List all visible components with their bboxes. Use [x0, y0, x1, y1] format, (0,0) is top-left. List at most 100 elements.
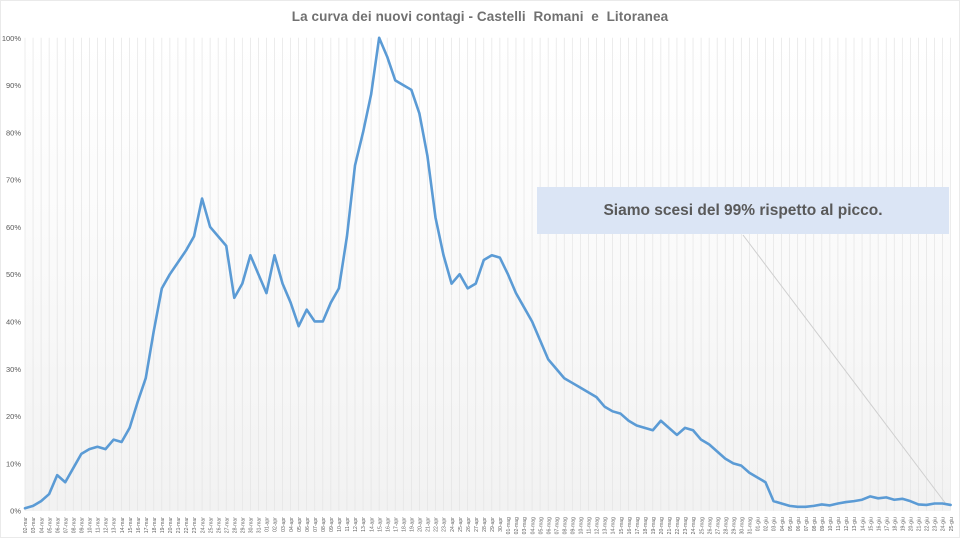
svg-text:70%: 70% — [6, 176, 21, 185]
svg-text:30-mar: 30-mar — [249, 517, 255, 533]
svg-text:09-giu: 09-giu — [820, 517, 826, 531]
svg-text:11-mag: 11-mag — [587, 517, 593, 534]
svg-text:20-mar: 20-mar — [168, 517, 174, 533]
svg-text:05-mar: 05-mar — [47, 517, 53, 533]
svg-text:25-mar: 25-mar — [208, 517, 214, 533]
svg-text:04-giu: 04-giu — [780, 517, 786, 531]
svg-text:02-apr: 02-apr — [273, 517, 279, 532]
svg-text:13-mar: 13-mar — [112, 517, 118, 533]
svg-text:24-giu: 24-giu — [941, 517, 947, 531]
svg-text:26-apr: 26-apr — [466, 517, 472, 532]
svg-text:27-mar: 27-mar — [224, 517, 230, 533]
svg-text:21-apr: 21-apr — [426, 517, 432, 532]
svg-text:30-apr: 30-apr — [498, 517, 504, 532]
svg-text:01-giu: 01-giu — [756, 517, 762, 531]
svg-text:30-mag: 30-mag — [740, 517, 746, 534]
svg-text:21-giu: 21-giu — [917, 517, 923, 531]
svg-text:23-mag: 23-mag — [683, 517, 689, 534]
svg-text:10-apr: 10-apr — [337, 517, 343, 532]
svg-text:07-mar: 07-mar — [63, 517, 69, 533]
svg-text:22-apr: 22-apr — [434, 517, 440, 532]
svg-text:19-apr: 19-apr — [410, 517, 416, 532]
svg-text:17-mar: 17-mar — [144, 517, 150, 533]
svg-text:90%: 90% — [6, 81, 21, 90]
svg-text:20-mag: 20-mag — [659, 517, 665, 534]
svg-text:11-apr: 11-apr — [345, 517, 351, 532]
svg-text:25-giu: 25-giu — [949, 517, 955, 531]
svg-text:10%: 10% — [6, 459, 21, 468]
svg-text:27-mag: 27-mag — [715, 517, 721, 534]
svg-text:26-mar: 26-mar — [216, 517, 222, 533]
svg-text:06-mag: 06-mag — [546, 517, 552, 534]
svg-text:29-mar: 29-mar — [241, 517, 247, 533]
svg-text:08-mag: 08-mag — [562, 517, 568, 534]
svg-text:29-mag: 29-mag — [731, 517, 737, 534]
svg-text:15-mag: 15-mag — [619, 517, 625, 534]
svg-text:07-apr: 07-apr — [313, 517, 319, 532]
svg-text:15-apr: 15-apr — [377, 517, 383, 532]
svg-text:03-mag: 03-mag — [522, 517, 528, 534]
svg-text:31-mar: 31-mar — [257, 517, 263, 533]
svg-text:23-mar: 23-mar — [192, 517, 198, 533]
svg-text:15-giu: 15-giu — [868, 517, 874, 531]
svg-text:28-mar: 28-mar — [232, 517, 238, 533]
svg-text:23-giu: 23-giu — [933, 517, 939, 531]
svg-text:18-mar: 18-mar — [152, 517, 158, 533]
svg-text:13-apr: 13-apr — [361, 517, 367, 532]
svg-text:16-apr: 16-apr — [385, 517, 391, 532]
svg-text:31-mag: 31-mag — [748, 517, 754, 534]
svg-text:18-apr: 18-apr — [401, 517, 407, 532]
svg-text:22-giu: 22-giu — [925, 517, 931, 531]
svg-text:13-mag: 13-mag — [603, 517, 609, 534]
svg-text:16-mag: 16-mag — [627, 517, 633, 534]
svg-text:100%: 100% — [2, 34, 22, 43]
svg-text:12-apr: 12-apr — [353, 517, 359, 532]
svg-text:21-mag: 21-mag — [667, 517, 673, 534]
svg-text:20%: 20% — [6, 412, 21, 421]
svg-text:01-mag: 01-mag — [506, 517, 512, 534]
svg-text:17-mag: 17-mag — [635, 517, 641, 534]
svg-text:40%: 40% — [6, 317, 21, 326]
svg-text:05-mag: 05-mag — [538, 517, 544, 534]
svg-text:60%: 60% — [6, 223, 21, 232]
svg-text:10-mag: 10-mag — [579, 517, 585, 534]
svg-text:04-mag: 04-mag — [530, 517, 536, 534]
svg-text:24-mar: 24-mar — [200, 517, 206, 533]
svg-text:12-mar: 12-mar — [104, 517, 110, 533]
svg-text:06-giu: 06-giu — [796, 517, 802, 531]
svg-text:25-apr: 25-apr — [458, 517, 464, 532]
svg-text:20-giu: 20-giu — [909, 517, 915, 531]
svg-text:28-apr: 28-apr — [482, 517, 488, 532]
svg-text:06-mar: 06-mar — [55, 517, 61, 533]
svg-text:07-giu: 07-giu — [804, 517, 810, 531]
svg-text:10-mar: 10-mar — [88, 517, 94, 533]
svg-text:11-mar: 11-mar — [96, 517, 102, 533]
svg-text:11-giu: 11-giu — [836, 517, 842, 531]
svg-text:02-giu: 02-giu — [764, 517, 770, 531]
svg-text:21-mar: 21-mar — [176, 517, 182, 533]
svg-text:27-apr: 27-apr — [474, 517, 480, 532]
svg-text:03-apr: 03-apr — [281, 517, 287, 532]
svg-text:25-mag: 25-mag — [699, 517, 705, 534]
svg-text:23-apr: 23-apr — [442, 517, 448, 532]
svg-text:16-giu: 16-giu — [876, 517, 882, 531]
svg-text:14-giu: 14-giu — [860, 517, 866, 531]
svg-text:01-apr: 01-apr — [265, 517, 271, 532]
svg-text:20-apr: 20-apr — [418, 517, 424, 532]
svg-text:22-mag: 22-mag — [675, 517, 681, 534]
svg-text:18-giu: 18-giu — [892, 517, 898, 531]
svg-text:19-giu: 19-giu — [901, 517, 907, 531]
svg-text:28-mag: 28-mag — [723, 517, 729, 534]
svg-text:03-mar: 03-mar — [31, 517, 37, 533]
svg-text:04-mar: 04-mar — [39, 517, 45, 533]
svg-text:09-apr: 09-apr — [329, 517, 335, 532]
svg-text:03-giu: 03-giu — [772, 517, 778, 531]
svg-text:07-mag: 07-mag — [554, 517, 560, 534]
svg-text:09-mag: 09-mag — [571, 517, 577, 534]
svg-text:0%: 0% — [10, 507, 21, 516]
svg-text:26-mag: 26-mag — [707, 517, 713, 534]
svg-text:30%: 30% — [6, 365, 21, 374]
svg-text:12-mag: 12-mag — [595, 517, 601, 534]
svg-text:80%: 80% — [6, 128, 21, 137]
svg-text:06-apr: 06-apr — [305, 517, 311, 532]
